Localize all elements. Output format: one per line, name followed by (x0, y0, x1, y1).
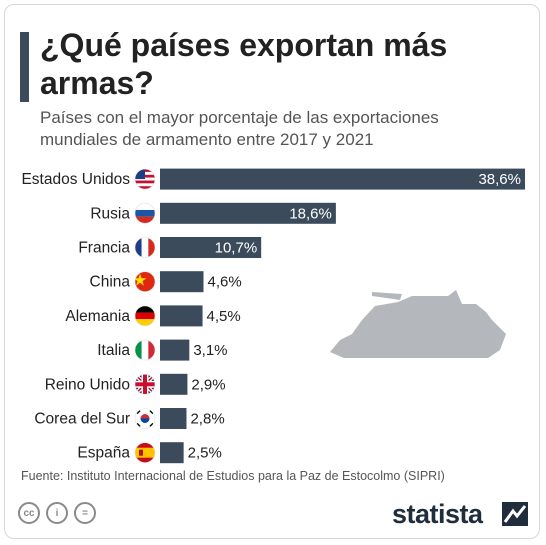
value-label: 4,5% (207, 308, 241, 325)
cc-icon[interactable]: cc (18, 502, 40, 524)
value-label: 2,9% (191, 376, 225, 393)
value-label: 18,6% (289, 205, 332, 222)
france-flag-icon (134, 237, 156, 258)
category-label: Corea del Sur (34, 411, 130, 428)
title-accent-bar (20, 32, 29, 102)
license-icons: cc i = (18, 502, 96, 524)
spain-flag-icon (134, 442, 156, 464)
category-label: España (77, 445, 130, 462)
uk-flag-icon (134, 373, 156, 395)
bar (160, 202, 336, 224)
category-label: Reino Unido (45, 376, 130, 393)
nd-icon[interactable]: = (74, 502, 96, 524)
south-korea-flag-icon (134, 408, 156, 429)
statista-logo-mark-icon (502, 502, 528, 526)
chart-subtitle: Países con el mayor porcentaje de las ex… (40, 108, 439, 149)
category-label: Francia (78, 240, 130, 257)
bar (160, 339, 190, 361)
bar (160, 305, 203, 327)
bar (160, 408, 187, 429)
bar (160, 168, 525, 190)
bar (160, 271, 204, 293)
italy-flag-icon (134, 339, 156, 361)
infographic-frame (4, 4, 540, 539)
value-label: 2,8% (190, 411, 224, 428)
chart-title: ¿Qué países exportan más armas? (40, 27, 448, 101)
value-label: 2,5% (188, 445, 222, 462)
germany-flag-icon (134, 305, 156, 327)
statista-logo[interactable]: statista (392, 499, 483, 529)
value-label: 4,6% (207, 274, 241, 291)
value-label: 38,6% (478, 171, 521, 188)
by-icon[interactable]: i (46, 502, 68, 524)
tank-illustration-icon (330, 290, 506, 358)
source-note: Fuente: Instituto Internacional de Estud… (21, 469, 445, 483)
russia-flag-icon (134, 203, 156, 224)
category-label: China (90, 274, 131, 291)
bar (160, 237, 262, 258)
china-flag-icon (134, 271, 156, 293)
bar-chart: Estados Unidos 38,6% Rusia 18,6% Francia 10,7… (21, 168, 525, 464)
value-label: 10,7% (215, 240, 258, 257)
bar (160, 442, 184, 464)
category-label: Italia (97, 342, 130, 359)
category-label: Rusia (90, 205, 130, 222)
value-label: 3,1% (193, 342, 227, 359)
us-flag-icon (134, 168, 156, 190)
category-label: Alemania (65, 308, 130, 325)
category-label: Estados Unidos (21, 171, 130, 188)
bar (160, 373, 188, 395)
